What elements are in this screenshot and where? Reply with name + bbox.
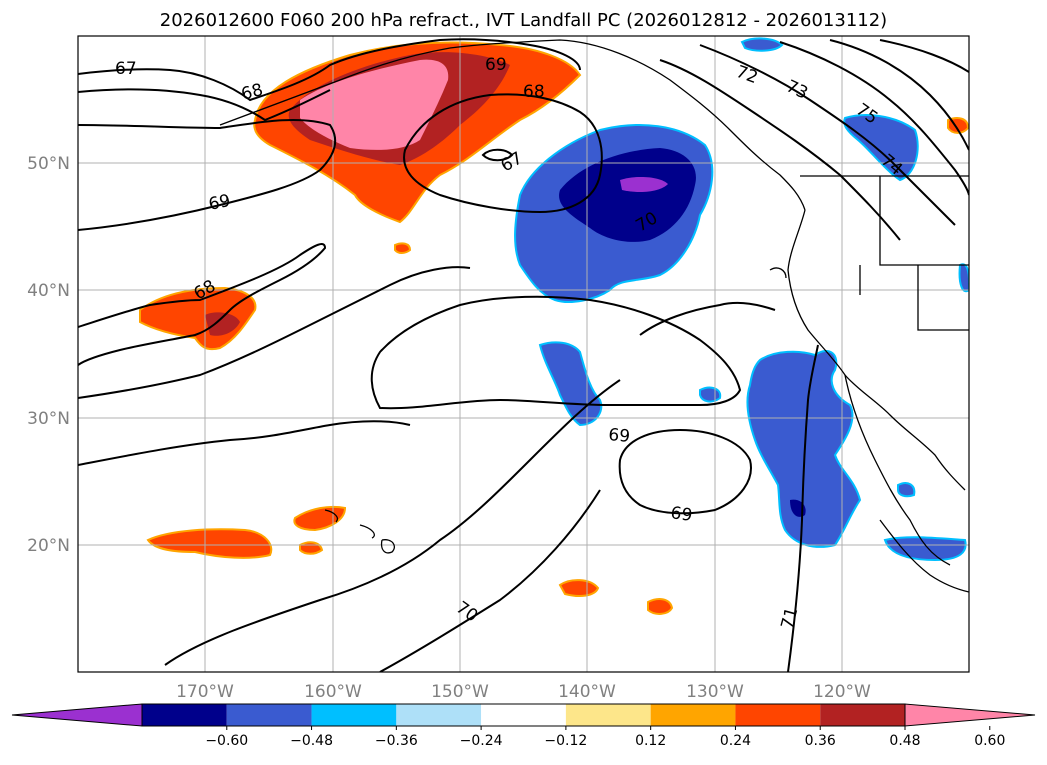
contour-label: 69 <box>485 55 507 75</box>
colorbar-extend-low <box>11 703 143 727</box>
colorbar-segment <box>226 704 312 726</box>
lat-label-30n: 30°N <box>27 409 70 429</box>
map-frame <box>77 35 970 673</box>
alaska-negative-blob <box>740 37 784 52</box>
pacific-islands <box>769 267 787 279</box>
bc-negative-blob <box>843 114 919 182</box>
lon-label-120w: 120°W <box>813 682 871 702</box>
colorbar-tick-label: −0.60 <box>205 733 248 749</box>
colorbar-segment <box>142 704 227 726</box>
positive-blob-5 <box>394 242 412 254</box>
california-negative-blob <box>746 350 862 548</box>
colorbar-tick-label: −0.12 <box>544 733 587 749</box>
colorbar-tick-label: 0.24 <box>720 733 751 749</box>
contour-lines <box>78 38 969 672</box>
south-positive-blob-4 <box>647 598 674 615</box>
contour-label: 69 <box>207 191 232 215</box>
gulf-of-alaska-pink <box>300 59 449 150</box>
longitude-labels: 170°W 160°W 150°W 140°W 130°W 120°W <box>176 682 871 702</box>
colorbar-segment <box>481 704 566 726</box>
lon-label-170w: 170°W <box>176 682 234 702</box>
mexico-negative-blob <box>883 536 967 562</box>
lon-label-160w: 160°W <box>304 682 362 702</box>
south-positive-blob-1 <box>146 528 273 559</box>
colorbar-segment <box>820 704 905 726</box>
lat-label-50n: 50°N <box>27 154 70 174</box>
colorbar-segment <box>650 704 736 726</box>
south-positive-blob-3 <box>558 579 600 597</box>
colorbar-tick-label: 0.12 <box>635 733 666 749</box>
colorbar-tick-label: 0.48 <box>889 733 920 749</box>
colorbar-tick-label: −0.36 <box>375 733 418 749</box>
contour-label: 69 <box>669 503 693 526</box>
negative-anomaly-fills <box>514 37 969 562</box>
lat-label-40n: 40°N <box>27 281 70 301</box>
baja-coast <box>844 374 951 566</box>
hawaii-north-darkred <box>205 312 240 336</box>
contour-label: 68 <box>523 82 545 102</box>
positive-blob-6 <box>299 541 324 555</box>
northeast-pacific-purple <box>620 176 668 192</box>
lon-label-130w: 130°W <box>686 682 744 702</box>
alaska-coast <box>219 39 806 211</box>
colorbar-tick-label: 0.60 <box>974 733 1005 749</box>
mexico-coast <box>879 519 969 593</box>
chart-title: 2026012600 F060 200 hPa refract., IVT La… <box>159 10 888 31</box>
latitude-labels: 50°N 40°N 30°N 20°N <box>27 154 70 556</box>
small-negative-blob-3 <box>958 263 969 293</box>
lat-label-20n: 20°N <box>27 536 70 556</box>
small-negative-blob-1 <box>699 386 722 403</box>
contour-label: 67 <box>115 59 137 79</box>
colorbar-outline <box>141 703 906 727</box>
colorbar-segment <box>311 704 397 726</box>
us-state-lines <box>859 176 969 331</box>
colorbar-tick-label: −0.48 <box>290 733 333 749</box>
northeast-pacific-navy <box>559 148 696 242</box>
colorbar-tick-label: −0.24 <box>460 733 503 749</box>
coastlines <box>219 39 969 593</box>
colorbar-segment <box>396 704 482 726</box>
colorbar-segment <box>565 704 651 726</box>
colorbar: −0.60 −0.48 −0.36 −0.24 −0.12 0.12 0.24 0.36 0.4… <box>11 703 1036 749</box>
colorbar-segment <box>735 704 821 726</box>
map-background <box>78 36 969 672</box>
west-coast <box>787 209 966 491</box>
lon-label-150w: 150°W <box>431 682 489 702</box>
hawaii-islands <box>324 509 396 554</box>
lon-label-140w: 140°W <box>558 682 616 702</box>
colorbar-extend-high <box>904 703 1036 727</box>
colorbar-tick-label: 0.36 <box>805 733 836 749</box>
small-negative-blob-2 <box>897 482 916 498</box>
contour-label: 69 <box>608 425 631 447</box>
